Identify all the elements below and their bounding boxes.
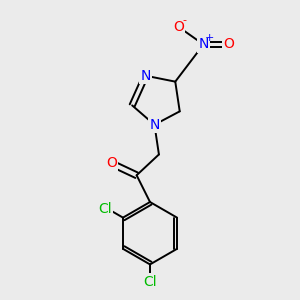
Text: +: + bbox=[205, 33, 214, 43]
Text: O: O bbox=[173, 20, 184, 34]
Text: N: N bbox=[198, 38, 209, 52]
Text: Cl: Cl bbox=[98, 202, 112, 216]
Text: N: N bbox=[149, 118, 160, 132]
Text: Cl: Cl bbox=[143, 274, 157, 289]
Text: N: N bbox=[140, 69, 151, 83]
Text: O: O bbox=[106, 156, 117, 170]
Text: O: O bbox=[223, 38, 234, 52]
Text: -: - bbox=[182, 15, 186, 25]
